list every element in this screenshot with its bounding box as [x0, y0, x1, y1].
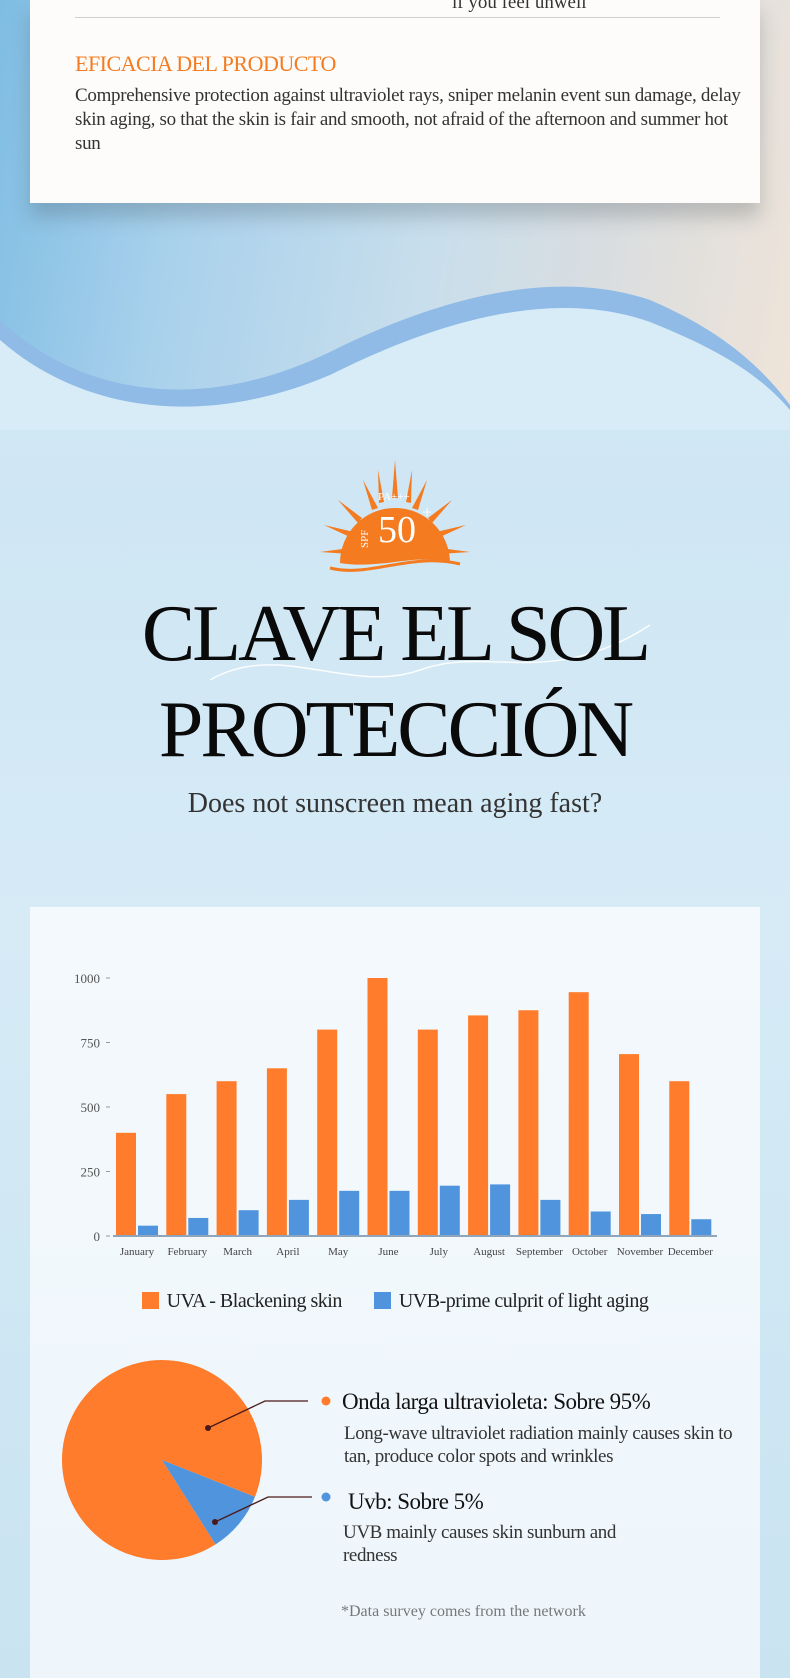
bar-uva: [166, 1094, 187, 1236]
leader-line: [214, 1496, 312, 1523]
spf-label: SPF: [359, 530, 371, 548]
x-tick-label: February: [167, 1246, 207, 1258]
bar-uvb: [590, 1211, 611, 1236]
x-tick-label: December: [668, 1246, 714, 1258]
spf50-logo: PA+++ 50 + SPF: [320, 460, 470, 572]
script-swirl: [209, 624, 651, 681]
hero-subtitle: Does not sunscreen mean aging fast?: [187, 788, 603, 819]
legend-label: UVB-prime culprit of light aging: [398, 1290, 649, 1312]
leader-dot: [205, 1425, 211, 1431]
bullet-uvb: [321, 1492, 331, 1502]
leader-dot: [212, 1519, 218, 1525]
pie-label-uva: Onda larga ultravioleta: Sobre 95%: [342, 1389, 651, 1414]
x-tick-label: July: [430, 1246, 449, 1258]
x-tick-label: November: [617, 1246, 664, 1258]
y-tick-label: 750: [81, 1036, 101, 1051]
bar-uvb: [490, 1184, 511, 1236]
bar-uva: [367, 978, 388, 1236]
partial-text: if you feel unwell: [452, 0, 587, 13]
bar-uvb: [288, 1199, 309, 1236]
bar-uva: [266, 1068, 287, 1236]
bar-uvb: [641, 1214, 661, 1236]
bar-uvb: [540, 1199, 561, 1236]
y-tick-label: 250: [81, 1165, 101, 1180]
legend-label: UVA - Blackening skin: [166, 1290, 343, 1312]
bar-uva: [568, 992, 589, 1236]
legend-swatch-uvb: [373, 1292, 391, 1309]
bar-uvb: [439, 1185, 460, 1236]
x-tick-label: March: [223, 1246, 252, 1258]
pie-desc-uvb: UVB mainly causes skin sunburn and redne…: [343, 1522, 616, 1566]
pie-label-uvb: Uvb: Sobre 5%: [348, 1489, 484, 1514]
bar-uva: [669, 1081, 690, 1236]
bar-uvb: [691, 1219, 712, 1236]
bar-uvb: [188, 1217, 209, 1236]
x-tick-label: January: [120, 1246, 155, 1258]
efficacy-title: EFICACIA DEL PRODUCTO: [75, 51, 336, 76]
plus-sign: +: [422, 502, 432, 522]
pie-slice-uvb: [162, 1460, 255, 1545]
hero-title-line2: PROTECCIÓN: [158, 686, 634, 774]
x-tick-label: April: [276, 1246, 299, 1258]
bar-uva: [417, 1029, 438, 1236]
footnote: *Data survey comes from the network: [341, 1603, 586, 1620]
x-tick-label: August: [473, 1246, 505, 1258]
hero-title-line1: CLAVE EL SOL: [141, 590, 651, 678]
bar-chart: 0 250 500 750 1000 January February March April M…: [74, 971, 717, 1258]
chart-legend: UVA - Blackening skin UVB-prime culprit …: [0, 1290, 790, 1313]
x-tick-label: October: [572, 1246, 608, 1258]
bar-uva: [468, 1015, 489, 1236]
x-tick-label: September: [516, 1246, 563, 1258]
x-tick-label: May: [328, 1246, 349, 1258]
x-tick-label: June: [378, 1246, 398, 1258]
bar-uvb: [138, 1225, 158, 1236]
efficacy-body: Comprehensive protection against ultravi…: [75, 85, 741, 154]
pa-label: PA+++: [378, 491, 410, 503]
y-tick-label: 0: [94, 1229, 101, 1244]
bar-uva: [116, 1132, 136, 1236]
pie-desc-uva: Long-wave ultraviolet radiation mainly c…: [344, 1423, 733, 1467]
y-tick-label: 1000: [74, 971, 100, 986]
wave-decoration: [0, 286, 790, 430]
legend-item-uva: UVA - Blackening skin: [141, 1290, 343, 1313]
efficacy-card: if you feel unwell EFICACIA DEL PRODUCTO…: [30, 0, 760, 203]
leader-line: [207, 1400, 308, 1429]
divider: [75, 17, 720, 18]
spf-value: 50: [378, 509, 416, 551]
bar-uva: [317, 1029, 338, 1236]
bar-uva: [216, 1081, 237, 1236]
bar-uva: [619, 1054, 639, 1236]
y-tick-label: 500: [81, 1100, 101, 1115]
legend-swatch-uva: [141, 1292, 159, 1309]
bar-uvb: [389, 1190, 410, 1236]
legend-item-uvb: UVB-prime culprit of light aging: [373, 1290, 649, 1313]
bar-uvb: [339, 1190, 360, 1236]
bar-uva: [518, 1010, 539, 1236]
bar-uvb: [238, 1210, 259, 1236]
bullet-uva: [321, 1396, 331, 1406]
